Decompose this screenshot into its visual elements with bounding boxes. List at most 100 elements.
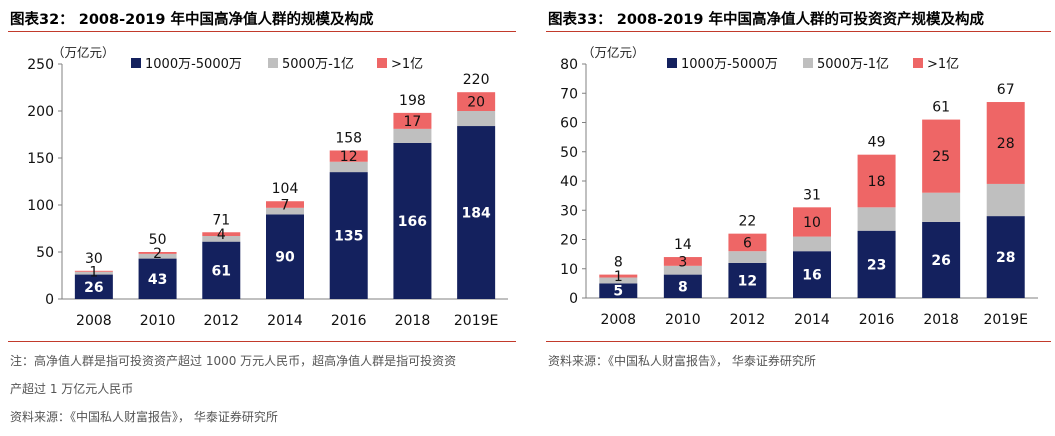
right-bar-2018-series-2: [922, 119, 961, 193]
right-bar-2008-series-1: [599, 277, 638, 284]
left-figure-title: 图表32： 2008-2019 年中国高净值人群的规模及构成: [10, 12, 374, 28]
left-bar-2014-series-2: [266, 201, 304, 208]
left-segment-label-2016-0: 135: [334, 229, 363, 245]
left-legend-swatch-0: [131, 58, 141, 68]
right-bar-2014-series-2: [793, 207, 831, 237]
left-total-label-2012: 71: [212, 212, 230, 228]
left-y-tick-label-2: 100: [27, 198, 54, 214]
right-y-tick-label-1: 10: [560, 262, 578, 278]
left-source: 资料来源：《中国私人财富报告》， 华泰证券研究所: [10, 410, 278, 424]
right-figure-title: 图表33： 2008-2019 年中国高净值人群的可投资资产规模及构成: [548, 12, 985, 28]
right-y-tick-label-4: 40: [560, 174, 578, 190]
right-bar-2010-series-0: [663, 274, 702, 298]
right-y-tick-label-2: 20: [560, 233, 578, 249]
left-segment-label-2014-0: 90: [275, 250, 295, 266]
right-segment-label-2014-2: 10: [803, 215, 821, 231]
left-x-tick-label-2018: 2018: [395, 313, 431, 329]
left-x-tick-label-2010: 2010: [140, 313, 176, 329]
left-segment-label-2010-2: 2: [153, 246, 162, 262]
right-bar-2014-series-1: [793, 236, 831, 252]
left-bar-2012-series-1: [202, 236, 241, 242]
left-bar-2019E-series-2: [457, 92, 496, 111]
left-segment-label-2008-2: 1: [89, 264, 98, 280]
left-total-label-2014: 104: [272, 181, 299, 197]
left-bar-2018-series-2: [393, 112, 432, 129]
right-bar-2018-series-1: [922, 192, 961, 222]
left-bar-2018-series-0: [393, 142, 432, 299]
right-bar-2010-series-2: [663, 257, 702, 266]
left-segment-label-2010-0: 43: [148, 272, 167, 288]
left-segment-label-2018-2: 17: [404, 114, 422, 130]
right-bar-2012-series-0: [728, 262, 767, 298]
left-figure-panel: 图表32： 2008-2019 年中国高净值人群的规模及构成 （万亿元） 1000…: [0, 0, 520, 436]
left-y-tick-label-3: 150: [27, 151, 54, 167]
right-segment-label-2012-2: 6: [743, 235, 752, 251]
left-total-label-2008: 30: [85, 251, 103, 267]
right-bar-2008-series-0: [599, 283, 638, 298]
left-stacked-bar-chart: （万亿元）1000万-5000万 5000万-1亿 >1亿0501001502002…: [27, 45, 508, 329]
right-segment-label-2010-0: 8: [678, 279, 688, 295]
left-segment-label-2012-2: 4: [217, 227, 226, 243]
right-segment-label-2016-0: 23: [867, 257, 886, 273]
right-unit-label: （万亿元）: [582, 45, 645, 60]
left-y-tick-label-1: 50: [36, 245, 54, 261]
right-bar-2016-series-1: [857, 207, 896, 231]
left-bar-2016-series-0: [329, 172, 368, 299]
left-bar-2014-series-0: [266, 214, 304, 299]
left-bar-2008-series-1: [74, 271, 113, 275]
left-bar-2010-series-1: [138, 253, 177, 259]
right-total-label-2016: 49: [868, 135, 886, 151]
right-y-tick-label-0: 0: [569, 291, 578, 307]
right-total-label-2008: 8: [614, 255, 623, 271]
right-legend-swatch-1: [803, 58, 813, 68]
left-bar-2014-series-1: [266, 207, 304, 215]
left-segment-label-2018-0: 166: [398, 214, 427, 230]
left-segment-label-2014-2: 7: [281, 198, 290, 214]
right-x-tick-label-2016: 2016: [859, 312, 895, 328]
right-segment-label-2010-2: 3: [678, 254, 687, 270]
right-bar-2012-series-1: [728, 251, 767, 263]
left-total-label-2018: 198: [399, 93, 426, 109]
right-bar-2010-series-1: [663, 265, 702, 275]
right-segment-label-2008-0: 5: [613, 284, 623, 300]
right-x-tick-label-2019E: 2019E: [983, 312, 1027, 328]
right-total-label-2012: 22: [739, 214, 757, 230]
left-bar-2008-series-2: [74, 270, 113, 272]
right-total-label-2018: 61: [932, 100, 950, 116]
right-stacked-bar-chart: （万亿元） 1000万-5000万 5000万-1亿 >1亿 0 10 20 30 40 50 60…: [560, 45, 1038, 328]
right-segment-label-2019E-0: 28: [996, 250, 1015, 266]
left-legend-swatch-2: [377, 58, 387, 68]
left-segment-label-2019E-2: 20: [467, 95, 485, 111]
left-bar-2016-series-2: [329, 150, 368, 162]
left-bar-2012-series-0: [202, 241, 241, 299]
right-segment-label-2018-0: 26: [931, 253, 950, 269]
right-segment-label-2008-2: 1: [614, 269, 623, 285]
right-x-tick-label-2010: 2010: [665, 312, 701, 328]
right-y-tick-label-3: 30: [560, 203, 578, 219]
right-bar-2019E-series-1: [986, 183, 1025, 217]
right-title-rule: [546, 31, 1051, 32]
left-bar-2018-series-1: [393, 128, 432, 143]
left-segment-label-2008-0: 26: [84, 280, 103, 296]
right-bar-2008-series-2: [599, 274, 638, 278]
left-bar-2010-series-0: [138, 258, 177, 299]
left-bar-2010-series-2: [138, 252, 177, 254]
left-legend-swatch-1: [268, 58, 278, 68]
left-footer-rule: [8, 341, 516, 342]
right-bar-2019E-series-0: [986, 216, 1025, 298]
left-unit-label: （万亿元）: [52, 45, 115, 60]
left-x-tick-label-2019E: 2019E: [454, 313, 498, 329]
right-footer-rule: [546, 341, 1051, 342]
left-legend-label-0: 1000万-5000万: [145, 57, 242, 72]
right-total-label-2014: 31: [803, 187, 821, 203]
right-source: 资料来源：《中国私人财富报告》， 华泰证券研究所: [548, 354, 816, 368]
left-note-line-2: 产超过 1 万亿元人民币: [10, 382, 134, 396]
left-segment-label-2019E-0: 184: [462, 206, 491, 222]
right-bar-2019E-series-2: [986, 102, 1025, 184]
left-total-label-2010: 50: [149, 232, 167, 248]
right-legend-label-2: >1亿: [927, 57, 959, 72]
right-y-tick-label-5: 50: [560, 145, 578, 161]
right-legend-label-1: 5000万-1亿: [817, 57, 889, 72]
right-segment-label-2018-2: 25: [932, 149, 950, 165]
right-legend-label-0: 1000万-5000万: [681, 57, 778, 72]
